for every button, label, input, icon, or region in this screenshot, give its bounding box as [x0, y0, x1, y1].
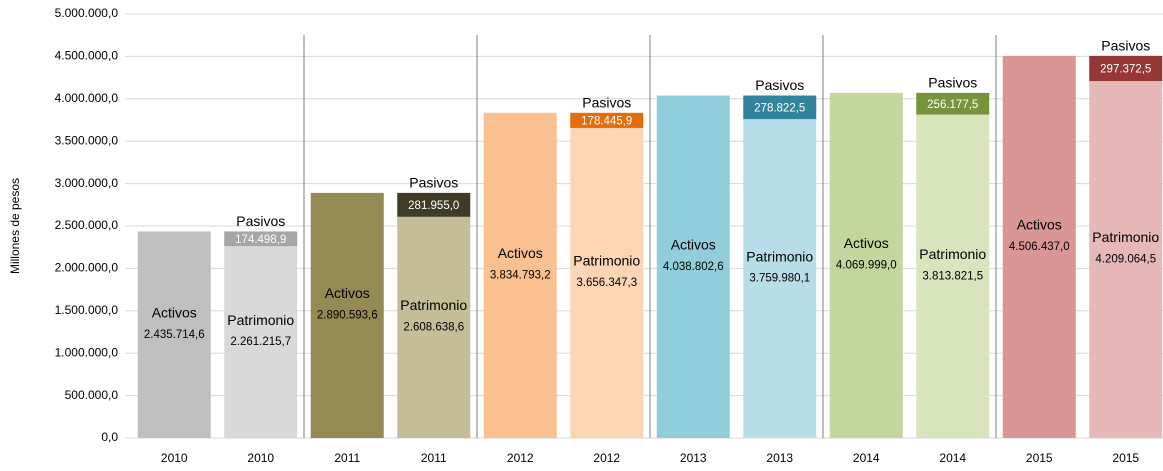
- x-tick-label: 2010: [161, 451, 188, 465]
- y-tick-label: 3.500.000,0: [55, 133, 119, 147]
- y-tick-label: 3.000.000,0: [55, 176, 119, 190]
- x-tick-label: 2014: [939, 451, 966, 465]
- value-label: 2.261.215,7: [230, 336, 291, 348]
- y-tick-label: 4.500.000,0: [55, 49, 119, 63]
- value-label: 278.822,5: [754, 102, 805, 114]
- value-label: 4.506.437,0: [1009, 241, 1070, 253]
- value-label: 281.955,0: [408, 200, 459, 212]
- value-label: 4.038.802,6: [663, 261, 724, 273]
- bar-segment: [570, 112, 644, 128]
- bar-segment: [916, 92, 990, 115]
- value-label: 2.435.714,6: [144, 329, 205, 341]
- x-tick-label: 2014: [853, 451, 880, 465]
- value-label: 2.890.593,6: [317, 309, 378, 321]
- series-label: Patrimonio: [919, 246, 986, 262]
- series-label: Pasivos: [582, 95, 631, 111]
- series-label: Patrimonio: [573, 253, 640, 269]
- value-label: 3.813.821,5: [922, 270, 983, 282]
- series-label: Activos: [844, 235, 889, 251]
- series-label: Patrimonio: [1092, 229, 1159, 245]
- bar-segment: [829, 92, 903, 439]
- value-label: 3.834.793,2: [490, 269, 551, 281]
- bar-segment: [224, 246, 298, 438]
- series-label: Activos: [325, 285, 370, 301]
- value-label: 174.498,9: [235, 234, 286, 246]
- y-tick-label: 4.000.000,0: [55, 91, 119, 105]
- bar-segment: [570, 127, 644, 439]
- value-label: 2.608.638,6: [403, 321, 464, 333]
- y-tick-label: 500.000,0: [65, 388, 119, 402]
- series-label: Activos: [152, 304, 197, 320]
- y-tick-label: 5.000.000,0: [55, 6, 119, 20]
- bar-segment: [397, 216, 471, 438]
- series-label: Activos: [671, 236, 716, 252]
- bar-segment: [743, 95, 817, 120]
- series-label: Pasivos: [409, 175, 458, 191]
- x-tick-label: 2015: [1026, 451, 1053, 465]
- bar-segment: [397, 192, 471, 217]
- y-axis-title: Millones de pesos: [8, 178, 22, 274]
- bar-segment: [1002, 55, 1076, 439]
- bar-segment: [224, 231, 298, 247]
- bar-segment: [743, 119, 817, 438]
- series-label: Patrimonio: [746, 248, 813, 264]
- y-tick-label: 2.000.000,0: [55, 261, 119, 275]
- bar-segment: [483, 112, 557, 438]
- x-tick-label: 2010: [247, 451, 274, 465]
- y-tick-label: 1.000.000,0: [55, 345, 119, 359]
- bar-segment: [916, 114, 990, 438]
- value-label: 297.372,5: [1100, 63, 1151, 75]
- x-tick-label: 2013: [766, 451, 793, 465]
- bar-segment: [310, 192, 384, 438]
- y-tick-label: 2.500.000,0: [55, 218, 119, 232]
- bar-segment: [1089, 55, 1163, 82]
- y-tick-label: 0,0: [101, 430, 118, 444]
- series-label: Activos: [498, 245, 543, 261]
- bar-segment: [137, 231, 211, 438]
- series-label: Pasivos: [1101, 38, 1150, 54]
- y-tick-label: 1.500.000,0: [55, 303, 119, 317]
- value-label: 3.656.347,3: [576, 277, 637, 289]
- value-label: 4.209.064,5: [1095, 254, 1156, 266]
- bar-segment: [1089, 81, 1163, 439]
- x-tick-label: 2011: [334, 451, 360, 465]
- value-label: 4.069.999,0: [836, 259, 897, 271]
- bar-segment: [656, 95, 730, 439]
- x-tick-label: 2012: [593, 451, 620, 465]
- series-label: Patrimonio: [227, 312, 294, 328]
- x-tick-label: 2011: [421, 451, 447, 465]
- value-label: 256.177,5: [927, 99, 978, 111]
- value-label: 3.759.980,1: [749, 273, 810, 285]
- series-label: Pasivos: [236, 213, 285, 229]
- series-label: Activos: [1017, 217, 1062, 233]
- series-label: Pasivos: [928, 75, 977, 91]
- value-label: 178.445,9: [581, 115, 632, 127]
- series-label: Patrimonio: [400, 297, 467, 313]
- x-tick-label: 2012: [507, 451, 534, 465]
- series-label: Pasivos: [755, 77, 804, 93]
- x-tick-label: 2015: [1112, 451, 1139, 465]
- x-tick-label: 2013: [680, 451, 707, 465]
